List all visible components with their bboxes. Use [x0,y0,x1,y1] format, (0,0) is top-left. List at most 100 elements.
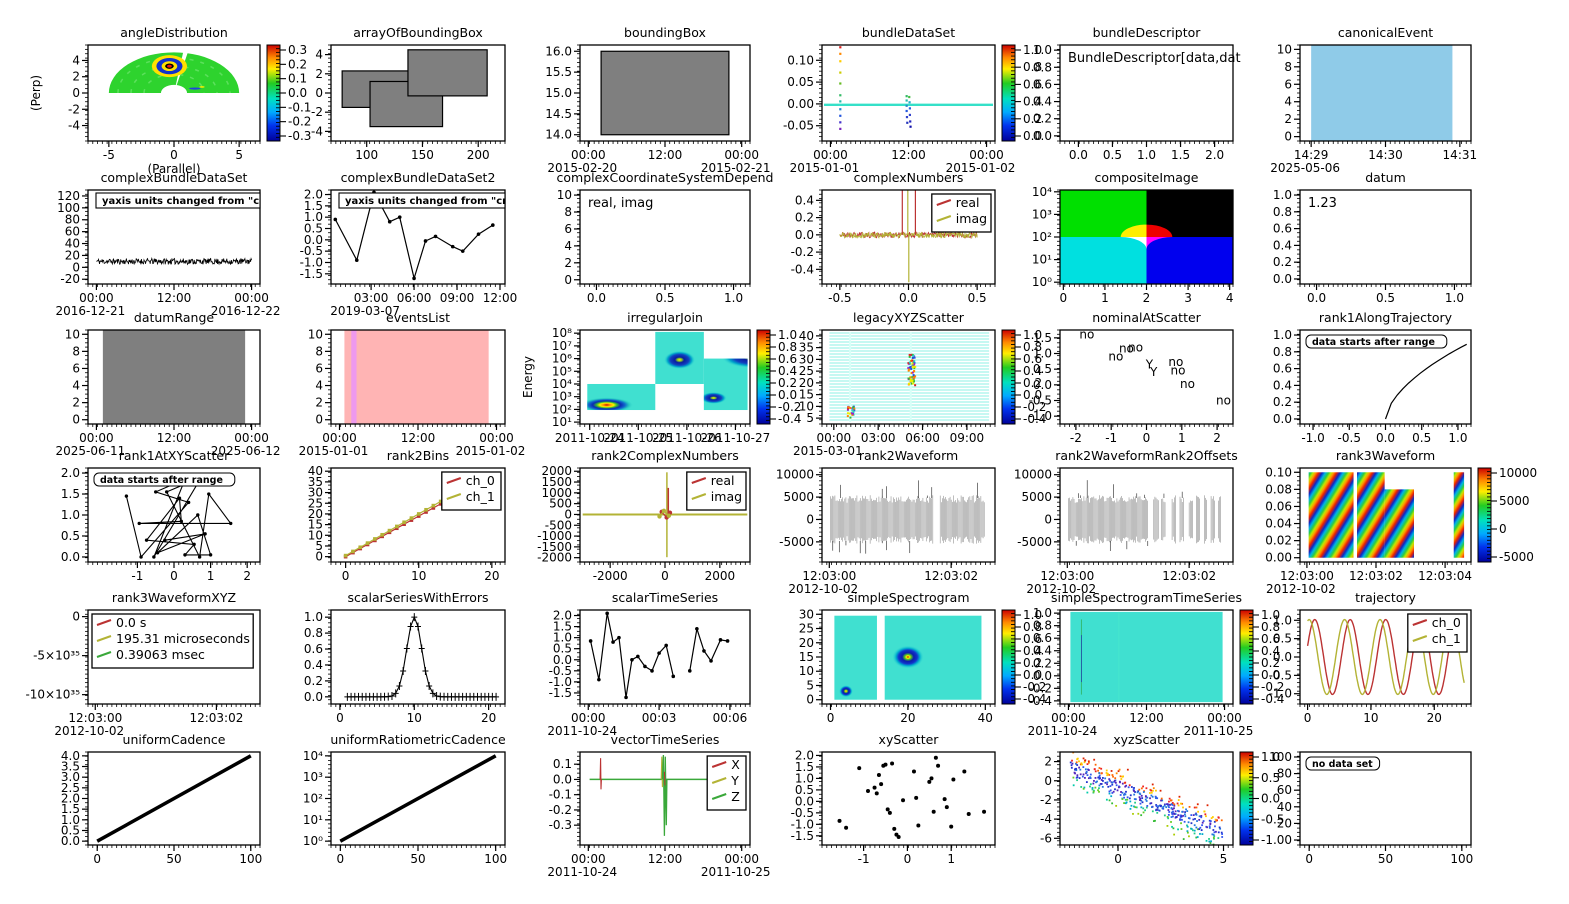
x-date-label: 2011-10-24 [1028,724,1098,738]
y-tick-label: 2 [564,256,572,270]
x-tick-label: 0.5 [968,291,987,305]
y-tick-label: 10⁴ [1032,185,1052,199]
colorbar-label: 0.4 [778,364,797,378]
y-tick-label: -500 [545,518,572,532]
y-tick-label: 15 [799,388,814,402]
y-tick-label: -20 [60,272,80,286]
colorbar-label: 0.3 [288,43,307,57]
y-tick-label: -1.0 [1029,409,1052,423]
note-text: real, imag [588,196,653,211]
y-tick-label: -0.5 [791,806,814,820]
y-tick-label: -0.2 [791,245,814,259]
y-tick-label: 0 [315,550,323,564]
y-tick-label: 0.8 [1033,619,1052,633]
y-tick-label: 8 [72,344,80,358]
colorbar-label: 0.4 [1023,644,1042,658]
x-tick-label: 12:03:00 [1040,569,1094,583]
y-tick-label: 80 [65,213,80,227]
plot-content [339,754,497,843]
y-tick-label: 0.6 [1273,362,1292,376]
y-tick-label: -5000 [1017,535,1052,549]
colorbar-label: -0.5 [1261,812,1284,826]
legend-item-label: 195.31 microseconds [116,631,250,646]
x-date-label: 2011-10-25 [701,865,771,879]
y-tick-label: 2 [1284,112,1292,126]
x-tick-label: 1.0 [1445,291,1464,305]
colorbar-label: 0.6 [1023,77,1042,91]
y-tick-label: 8 [315,344,323,358]
y-tick-label: 20 [799,636,814,650]
y-tick-label: 1.0 [795,771,814,785]
plot-frame [821,751,996,846]
plot-xyScatter: -1 0 1 2.01.51.00.50.0-0.5-1.0-1.5 xyScatter [791,732,996,866]
x-date-label: 2016-12-21 [56,304,126,318]
message-text: yaxis units changed from "cm⁻³" to "k [345,196,558,207]
x-tick-label: 0 [336,711,344,725]
y-tick-label: 0.1 [553,757,572,771]
y-tick-label: 4 [315,48,323,62]
y-tick-label: 0.6 [304,642,323,656]
y-tick-label: 10000 [1014,468,1052,482]
y-tick-label: 0.2 [1033,112,1052,126]
y-tick-label: 0.0 [61,550,80,564]
y-tick-label: -0.05 [783,119,814,133]
legend-item-label: imag [956,211,987,226]
y-tick-label: -10×10³⁵ [25,688,80,702]
y-tick-label: 2 [315,396,323,410]
y-tick-label: -0.4 [791,262,814,276]
x-tick-label: 100 [355,148,378,162]
colorbar-label: -0.4 [778,412,801,426]
plot-title: scalarTimeSeries [612,590,718,605]
message-box [338,192,506,209]
nominal-label: no [1216,393,1231,407]
y-tick-label: -1.0 [549,675,572,689]
x-date-label: 2015-02-20 [547,161,617,175]
plot-xyzScatter: 0 5 2 0 -2 -4 -6 xyzScatter 1.0 0.5 0.0 -0.5 -1.0 [1040,732,1284,866]
x-tick-label: 00:06 [713,711,748,725]
plot-title: nominalAtScatter [1092,310,1201,325]
plot-title: trajectory [1355,590,1416,605]
y-tick-label: 15.0 [545,86,572,100]
x-tick-label: 100 [239,852,262,866]
y-tick-label: -0.2 [1029,681,1052,695]
plot-title: vectorTimeSeries [611,732,720,747]
y-tick-label: -1.0 [1269,687,1292,701]
y-tick-label: 0.0 [1273,650,1292,664]
colorbar-label: -0.2 [1261,680,1284,694]
x-tick-label: -1.0 [1301,431,1324,445]
legend-item-label: X [731,757,740,772]
x-tick-label: 12:00 [157,291,192,305]
x-tick-label: 00:00 [234,291,269,305]
plot-title: uniformCadence [123,732,226,747]
y-tick-label: -0.5 [1029,394,1052,408]
x-date-label: 2015-03-01 [793,444,863,458]
x-tick-label: 00:00 [817,431,852,445]
x-tick-label: 5 [235,148,243,162]
colorbar-label: 0.0 [778,388,797,402]
y-tick-label: 2 [72,70,80,84]
legend-item-label: Z [731,789,740,804]
x-tick-label: 0 [1143,431,1151,445]
plot-content [96,754,252,843]
plot-frame [1059,751,1234,846]
plot-uniformCadence: 0 50 100 4.03.53.02.52.01.51.00.50.0 uniform… [61,732,262,866]
x-tick-label: 0 [93,852,101,866]
y-tick-label: 1.5 [795,760,814,774]
x-tick-label: 12:00 [648,852,683,866]
y-axis-label: (Perp) [29,75,43,111]
x-tick-label: 12:00 [401,431,436,445]
y-tick-label: 0.2 [304,674,323,688]
x-tick-label: 20 [900,711,915,725]
x-tick-label: 0 [170,569,178,583]
y-tick-label: 0 [1044,774,1052,788]
x-tick-label: 40 [978,711,993,725]
plot-content [600,50,730,136]
y-tick-label: 0.0 [1273,272,1292,286]
y-tick-label: 0 [806,693,814,707]
x-tick-label: 3 [1184,291,1192,305]
x-tick-label: 150 [411,148,434,162]
